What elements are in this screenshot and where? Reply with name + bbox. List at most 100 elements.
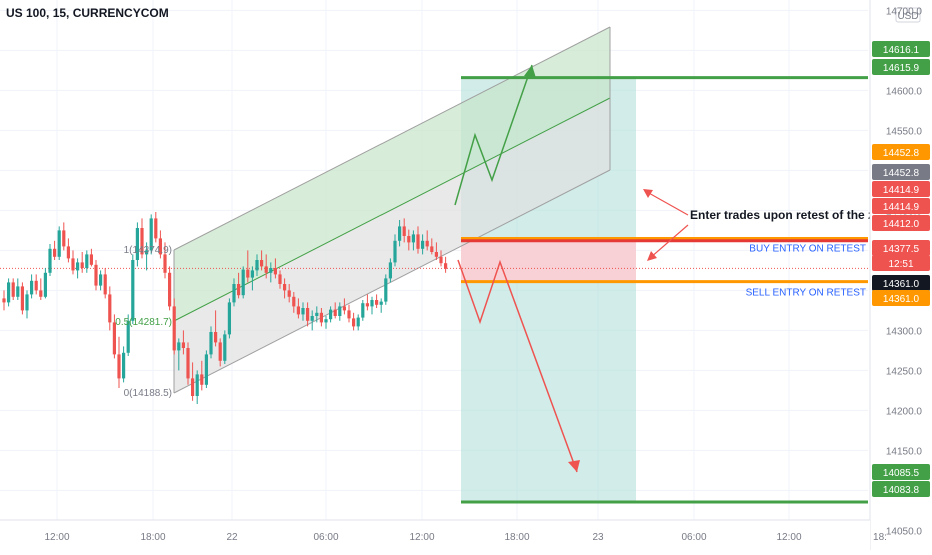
candle-body [329, 309, 333, 320]
candle-body [333, 309, 337, 316]
channel-mid-line [173, 97, 611, 322]
price-tag-label: 14452.8 [883, 148, 920, 159]
candle-body [204, 354, 208, 385]
price-tick-label: 14150.0 [886, 446, 923, 457]
candle-body [260, 260, 264, 267]
candle-body [85, 254, 89, 268]
candle-body [356, 317, 360, 327]
time-tick-label: 12:00 [44, 532, 69, 543]
candle-body [255, 260, 259, 271]
candle-body [264, 266, 268, 273]
time-tick-label: 12:00 [776, 532, 801, 543]
candle-body [375, 300, 379, 305]
chart-title: US 100, 15, CURRENCYCOM [6, 6, 169, 20]
candle-body [163, 254, 167, 273]
candle-body [278, 274, 282, 284]
candle-body [227, 302, 231, 335]
price-tag-label: 14615.9 [883, 63, 920, 74]
candle-body [287, 290, 291, 297]
candle-body [25, 294, 29, 311]
price-tag [872, 41, 930, 57]
candle-body [273, 268, 277, 275]
candle-body [48, 248, 52, 273]
price-tag [872, 481, 930, 497]
price-tag [872, 164, 930, 180]
entry-zone-box [461, 238, 636, 282]
candle-body [168, 272, 172, 307]
time-axis: 12:00 18:00 22 06:00 12:00 18:00 23 06:00 12:00 1… [0, 519, 887, 550]
sell-entry-label: SELL ENTRY ON RETEST [746, 288, 866, 299]
price-tick-label: 14600.0 [886, 86, 923, 97]
candle-body [53, 248, 57, 257]
candle-body [76, 262, 80, 271]
price-tag-label: 14361.0 [883, 294, 920, 305]
time-axis-bg [0, 520, 870, 550]
callout-arrow-down [649, 224, 689, 259]
candle-body [430, 246, 434, 252]
candle-body [195, 374, 199, 396]
candle-body [388, 262, 392, 279]
candle-body [319, 312, 323, 323]
candle-body [186, 348, 190, 379]
price-tag [872, 255, 930, 271]
candle-body [439, 256, 443, 264]
candle-body [149, 218, 153, 251]
candle-body [246, 269, 250, 278]
candle-body [310, 316, 314, 321]
fib-label-0: 0(14188.5) [124, 388, 172, 399]
candle-body [365, 303, 369, 307]
candle-body [301, 308, 305, 315]
candle-body [209, 332, 213, 355]
annotations: 1(14374.9) 0.5(14281.7) 0(14188.5) BUY ENTR… [115, 208, 895, 399]
candle-body [398, 226, 402, 241]
candle-body [57, 230, 61, 257]
time-tick-label: 18:00 [504, 532, 529, 543]
candle-body [135, 228, 139, 260]
drawings [0, 26, 868, 504]
channel-top-line [173, 26, 611, 251]
time-tick-label: 06:00 [681, 532, 706, 543]
price-tag-label: 14414.9 [883, 202, 920, 213]
price-tag [872, 290, 930, 306]
candle-body [158, 238, 162, 255]
candle-body [444, 263, 448, 269]
candle-body [154, 218, 158, 239]
price-axis: USD14050.014100.014150.014200.014250.014… [869, 0, 932, 550]
price-tag-label: 12:51 [888, 259, 913, 270]
candles [2, 212, 448, 404]
zone-callout-label: Enter trades upon retest of the zone [690, 208, 896, 222]
candle-body [223, 334, 227, 361]
price-tag-label: 14361.0 [883, 279, 920, 290]
candle-body [145, 250, 149, 255]
candle-body [434, 252, 438, 257]
bear-projection-path [457, 259, 578, 473]
time-tick-label: 23 [592, 532, 604, 543]
candle-body [191, 378, 195, 396]
candle-body [416, 234, 420, 249]
price-tick-label: 14200.0 [886, 406, 923, 417]
candle-body [338, 306, 342, 316]
candle-body [292, 296, 296, 307]
candle-body [126, 320, 130, 353]
price-tag [872, 464, 930, 480]
candle-body [232, 284, 236, 303]
candle-body [421, 240, 425, 249]
callout-arrowhead-down [647, 251, 657, 261]
bear-projection-arrow [568, 460, 580, 472]
candle-body [177, 342, 181, 351]
price-tag-label: 14452.8 [883, 168, 920, 179]
price-tick-label: 14300.0 [886, 326, 923, 337]
candle-body [99, 274, 103, 286]
candle-body [11, 282, 15, 297]
candle-body [347, 310, 351, 319]
candle-body [16, 286, 20, 297]
candle-body [89, 254, 93, 265]
candle-body [20, 286, 24, 311]
candle-body [250, 270, 254, 278]
channel-upper-fill [174, 27, 610, 321]
price-tick-label: 14050.0 [886, 526, 923, 537]
price-tag-label: 14412.0 [883, 219, 920, 230]
candle-body [66, 246, 70, 259]
candle-body [411, 234, 415, 243]
